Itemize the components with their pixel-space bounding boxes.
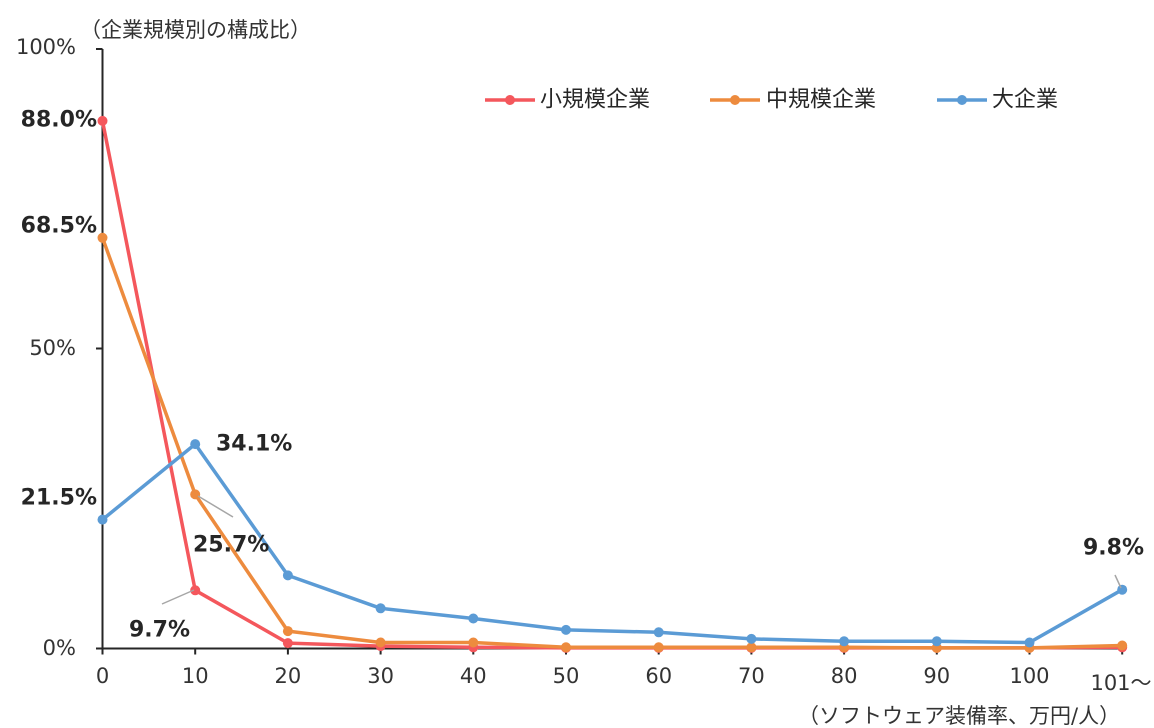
data-point-marker xyxy=(561,624,571,635)
data-point-marker xyxy=(375,637,386,648)
x-tick-label: 80 xyxy=(831,664,858,688)
data-point-marker xyxy=(97,514,108,525)
x-tick-label: 70 xyxy=(738,664,765,688)
x-tick-label: 10 xyxy=(182,664,209,688)
x-tick-label: 0 xyxy=(96,664,109,688)
legend-item-small-enterprises[interactable]: 小規模企業 xyxy=(485,88,650,113)
x-tick-label: 100 xyxy=(1009,664,1049,688)
y-axis: 100% 50% 0% xyxy=(16,35,104,660)
data-label-large-0: 21.5% xyxy=(21,486,97,511)
x-tick-label: 40 xyxy=(460,664,487,688)
data-label-medium-10: 25.7% xyxy=(193,533,269,558)
data-point-marker xyxy=(653,642,664,653)
legend-label: 大企業 xyxy=(992,88,1058,113)
x-tick-label: 30 xyxy=(367,664,394,688)
leader-line-25-7 xyxy=(197,495,234,518)
y-tick-label-100: 100% xyxy=(16,35,76,59)
data-label-medium-0: 68.5% xyxy=(21,214,97,239)
x-tick-label: 60 xyxy=(645,664,672,688)
data-label-small-0: 88.0% xyxy=(21,108,97,133)
y-axis-title: （企業規模別の構成比） xyxy=(80,18,311,42)
data-label-large-101: 9.8% xyxy=(1083,536,1144,561)
series-line xyxy=(100,236,1124,650)
leader-line-9-8 xyxy=(1114,574,1122,589)
series-small-enterprises xyxy=(97,115,1128,653)
data-point-marker xyxy=(282,638,293,649)
y-tick-label-0: 0% xyxy=(43,636,76,660)
data-label-small-10: 9.7% xyxy=(129,618,190,643)
data-point-marker xyxy=(1117,584,1128,595)
legend-label: 小規模企業 xyxy=(540,88,650,113)
data-point-marker xyxy=(1117,640,1128,651)
data-point-marker xyxy=(97,115,108,126)
data-point-marker xyxy=(1024,637,1035,648)
series-line xyxy=(100,119,1124,650)
data-point-marker xyxy=(468,637,479,648)
x-tick-label: 101～ xyxy=(1090,671,1151,695)
data-point-marker xyxy=(190,585,201,596)
data-point-marker xyxy=(746,633,757,644)
data-point-marker xyxy=(746,642,757,653)
data-point-marker xyxy=(839,636,850,647)
data-point-marker xyxy=(468,613,479,624)
data-point-marker xyxy=(97,232,108,243)
legend-item-medium-enterprises[interactable]: 中規模企業 xyxy=(710,88,876,113)
data-label-large-10: 34.1% xyxy=(216,432,292,457)
x-axis-title: （ソフトウェア装備率、万円/人） xyxy=(798,704,1120,728)
data-point-marker xyxy=(653,627,664,638)
y-tick-label-50: 50% xyxy=(29,336,76,360)
x-tick-label: 20 xyxy=(275,664,302,688)
data-point-marker xyxy=(931,636,942,647)
plot-area xyxy=(97,115,1128,653)
data-point-marker xyxy=(190,489,201,500)
legend-marker-icon xyxy=(957,95,967,105)
legend-label: 中規模企業 xyxy=(766,88,876,113)
x-tick-label: 50 xyxy=(553,664,580,688)
x-axis: 0 10 20 30 40 50 60 70 80 90 100 101～ xyxy=(96,647,1152,695)
data-point-marker xyxy=(282,626,293,637)
data-point-marker xyxy=(561,642,571,653)
series-large-enterprises xyxy=(97,439,1128,648)
legend: 小規模企業 中規模企業 大企業 xyxy=(485,88,1058,113)
legend-item-large-enterprises[interactable]: 大企業 xyxy=(937,88,1058,113)
legend-marker-icon xyxy=(730,95,740,105)
data-point-marker xyxy=(282,570,293,581)
leader-line-9-7 xyxy=(161,589,195,605)
legend-marker-icon xyxy=(505,95,515,105)
data-point-marker xyxy=(190,439,201,450)
series-line xyxy=(100,442,1124,645)
data-labels: 88.0% 68.5% 21.5% 34.1% 25.7% 9.7% 9.8% xyxy=(21,108,1144,643)
data-point-marker xyxy=(375,603,386,614)
x-tick-label: 90 xyxy=(923,664,950,688)
label-leader-lines xyxy=(161,495,1122,605)
